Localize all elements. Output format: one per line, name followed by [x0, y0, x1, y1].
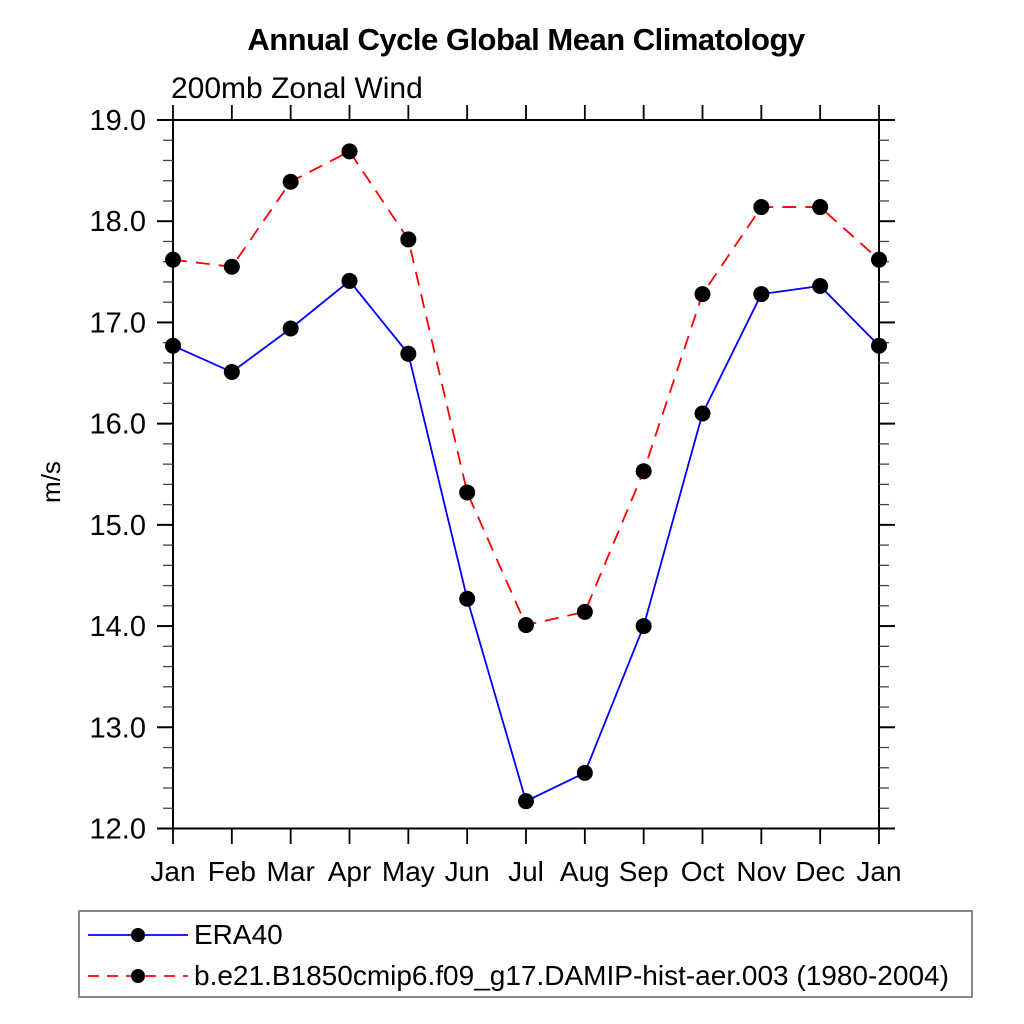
x-tick-label: Jan: [150, 856, 195, 887]
x-tick-label: Mar: [267, 856, 315, 887]
data-point-marker: [694, 286, 711, 303]
data-point-marker: [223, 364, 240, 381]
series-line-1: [172, 150, 880, 627]
data-point-marker: [400, 345, 417, 362]
legend-line-sample: [88, 969, 188, 983]
legend-marker-icon: [131, 969, 145, 983]
data-point-marker: [341, 143, 358, 160]
plot-frame: [172, 119, 880, 830]
data-point-marker: [223, 258, 240, 275]
legend-entry-0: ERA40: [84, 916, 283, 954]
x-tick-label: Sep: [619, 856, 669, 887]
data-point-marker: [518, 617, 534, 634]
data-point-marker: [459, 590, 476, 607]
x-tick-label: Jul: [508, 856, 544, 887]
x-tick-label: Jun: [445, 856, 490, 887]
data-point-marker: [871, 251, 887, 268]
data-point-marker: [635, 463, 652, 480]
x-tick-label: Aug: [560, 856, 610, 887]
chart-subtitle: 200mb Zonal Wind: [171, 72, 423, 105]
x-tick-label: Nov: [736, 856, 786, 887]
series-line-0: [172, 279, 880, 803]
data-point-marker: [871, 337, 887, 354]
data-point-marker: [282, 320, 299, 337]
data-point-marker: [282, 173, 299, 190]
legend-label-0: ERA40: [194, 919, 283, 950]
data-point-marker: [165, 337, 181, 354]
legend-entry-1: b.e21.B1850cmip6.f09_g17.DAMIP-hist-aer.…: [84, 957, 949, 995]
data-point-marker: [400, 231, 417, 248]
chart-title: Annual Cycle Global Mean Climatology: [247, 22, 805, 57]
legend-label-1: b.e21.B1850cmip6.f09_g17.DAMIP-hist-aer.…: [194, 960, 949, 991]
legend-line-sample: [88, 928, 188, 942]
x-tick-label: Dec: [795, 856, 845, 887]
data-point-marker: [576, 603, 593, 620]
y-tick-label: 12.0: [90, 814, 146, 846]
y-tick-label: 13.0: [90, 712, 146, 744]
data-point-marker: [753, 199, 770, 216]
y-tick-label: 18.0: [90, 206, 146, 238]
data-point-marker: [812, 199, 829, 216]
x-tick-label: Apr: [328, 856, 372, 887]
data-point-marker: [518, 793, 534, 810]
data-point-marker: [694, 405, 711, 422]
y-axis-label: m/s: [36, 461, 66, 503]
y-tick-label: 19.0: [90, 105, 146, 137]
x-tick-label: May: [382, 856, 435, 887]
data-point-marker: [576, 764, 593, 781]
data-point-marker: [165, 251, 181, 268]
y-tick-label: 14.0: [90, 611, 146, 643]
y-tick-label: 17.0: [90, 307, 146, 339]
legend-box: ERA40 b.e21.B1850cmip6.f09_g17.DAMIP-hist…: [78, 910, 973, 998]
x-tick-label: Feb: [208, 856, 256, 887]
y-tick-label: 16.0: [90, 409, 146, 441]
data-point-marker: [812, 277, 829, 294]
x-tick-label: Jan: [856, 856, 901, 887]
legend-marker-icon: [131, 928, 145, 942]
data-point-marker: [341, 272, 358, 289]
data-point-marker: [753, 286, 770, 303]
data-point-marker: [635, 618, 652, 635]
data-point-marker: [459, 484, 476, 501]
x-tick-label: Oct: [681, 856, 725, 887]
y-tick-label: 15.0: [90, 510, 146, 542]
